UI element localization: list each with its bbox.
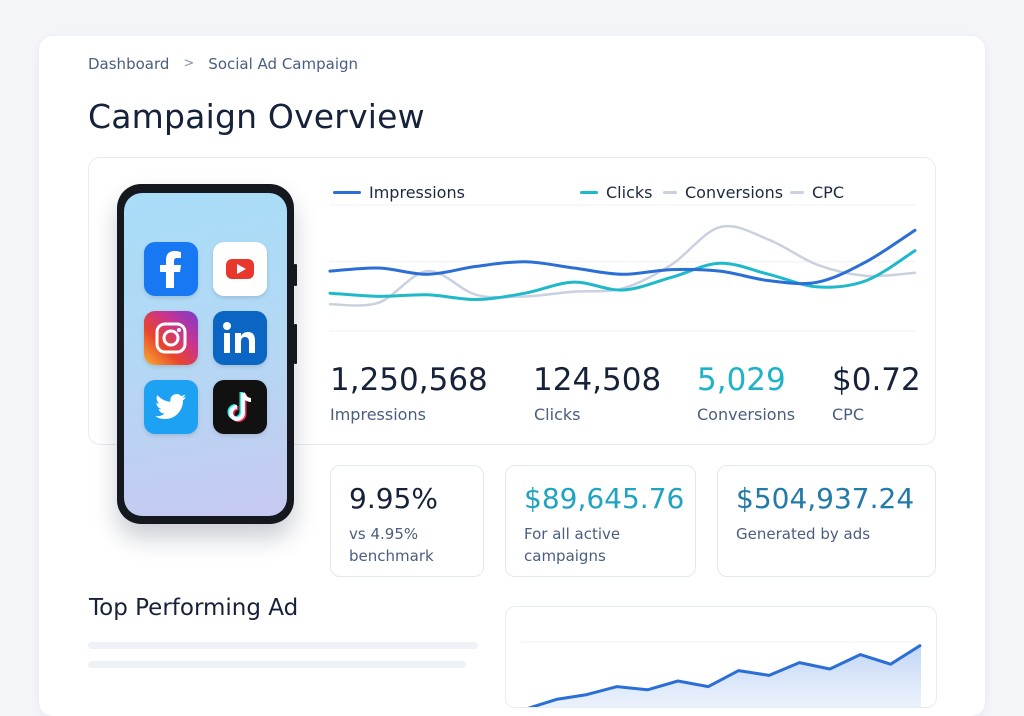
phone-illustration xyxy=(117,184,297,524)
kpi-card-spend[interactable]: $89,645.76 For all active campaigns xyxy=(505,465,696,577)
skeleton-line xyxy=(88,661,466,668)
mini-chart-panel xyxy=(505,606,937,708)
kpi-card-rate[interactable]: 9.95% vs 4.95% benchmark xyxy=(330,465,484,577)
legend-swatch xyxy=(663,191,677,194)
section-title-top-ad: Top Performing Ad xyxy=(89,595,299,621)
legend-label: Clicks xyxy=(606,183,653,202)
legend-swatch xyxy=(333,191,361,194)
series-line-impressions xyxy=(328,228,917,286)
stat-clicks-value: 124,508 xyxy=(533,362,662,398)
chevron-right-icon: > xyxy=(183,56,195,71)
line-chart xyxy=(328,204,917,332)
kpi-description: For all active campaigns xyxy=(524,525,621,565)
legend-conversions[interactable]: Conversions xyxy=(663,183,783,202)
legend-label: Conversions xyxy=(685,183,784,202)
kpi-value: 9.95% xyxy=(349,482,438,515)
twitter-icon xyxy=(144,380,198,434)
legend-swatch xyxy=(580,191,598,194)
instagram-icon xyxy=(144,311,198,365)
kpi-description: vs 4.95% benchmark xyxy=(349,525,434,565)
linkedin-icon xyxy=(213,311,267,365)
breadcrumb: Dashboard > Social Ad Campaign xyxy=(88,55,358,73)
stat-cpc-value: $0.72 xyxy=(832,362,921,398)
tiktok-icon xyxy=(213,380,267,434)
skeleton-line xyxy=(88,642,478,649)
series-line-conversions xyxy=(328,224,917,307)
page-title: Campaign Overview xyxy=(88,97,425,136)
stat-impressions-label: Impressions xyxy=(330,405,426,424)
breadcrumb-dashboard[interactable]: Dashboard xyxy=(88,55,170,73)
phone-screen xyxy=(124,193,287,516)
kpi-value: $504,937.24 xyxy=(736,482,915,515)
legend-impressions[interactable]: Impressions xyxy=(333,183,465,202)
legend-clicks[interactable]: Clicks xyxy=(580,183,652,202)
kpi-description: Generated by ads xyxy=(736,525,871,543)
area-chart xyxy=(521,641,922,707)
kpi-value: $89,645.76 xyxy=(524,482,685,515)
stat-conversions-value: 5,029 xyxy=(697,362,786,398)
legend-cpc[interactable]: CPC xyxy=(790,183,844,202)
youtube-icon xyxy=(213,242,267,296)
legend-label: CPC xyxy=(812,183,844,202)
breadcrumb-current: Social Ad Campaign xyxy=(208,55,359,73)
stat-clicks-label: Clicks xyxy=(534,405,581,424)
legend-label: Impressions xyxy=(369,183,465,202)
series-line-clicks xyxy=(328,249,917,302)
stat-impressions-value: 1,250,568 xyxy=(330,362,488,398)
facebook-icon xyxy=(144,242,198,296)
legend-swatch xyxy=(790,191,804,194)
stat-cpc-label: CPC xyxy=(832,405,864,424)
kpi-card-revenue[interactable]: $504,937.24 Generated by ads xyxy=(717,465,936,577)
stat-conversions-label: Conversions xyxy=(697,405,796,424)
